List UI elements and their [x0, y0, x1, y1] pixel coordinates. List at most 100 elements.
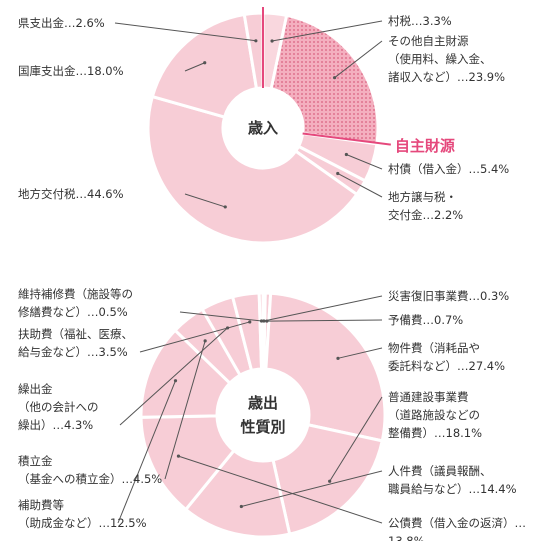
leader-line	[117, 380, 176, 524]
slice-label: 公債費（借入金の返済）…13.8%	[388, 514, 559, 541]
slice-label: 災害復旧事業費…0.3%	[388, 287, 509, 305]
leader-dot	[248, 320, 252, 324]
category-label: 扶助費（福祉、医療、 給与金など）	[18, 327, 133, 359]
leader-line	[266, 319, 383, 322]
pie-slice	[150, 12, 259, 119]
slice-label: 国庫支出金…18.0%	[18, 62, 124, 80]
leader-line	[114, 22, 256, 42]
slice-label: 県支出金…2.6%	[18, 14, 105, 32]
pie-slice	[146, 94, 359, 245]
leader-line	[334, 40, 383, 79]
center-hole	[219, 371, 307, 459]
slice-label: 物件費（消耗品や 委託料など）…27.4%	[388, 339, 505, 375]
leader-dot	[173, 379, 178, 383]
category-label: 物件費（消耗品や 委託料など）	[388, 341, 480, 373]
highlight-label: 自主財源	[394, 136, 455, 155]
pie-slice	[271, 422, 385, 536]
leader-dot	[336, 356, 340, 360]
leader-dot	[254, 39, 258, 43]
pie-slice	[257, 291, 265, 371]
leader-line	[263, 295, 383, 322]
category-label: 公債費（借入金の返済）	[388, 516, 515, 530]
category-label: 村債（借入金）	[388, 162, 469, 176]
slice-label: その他自主財源 （使用料、繰入金、 諸収入など）…23.9%	[388, 32, 505, 86]
slice-label: 維持補修費（施設等の 修繕費など）…0.5%	[18, 285, 133, 321]
value-label: …0.3%	[468, 289, 510, 303]
leader-dot	[265, 319, 269, 323]
leader-dot	[270, 39, 274, 43]
leader-dot	[176, 454, 181, 458]
category-label: 地方譲与税・ 交付金	[388, 190, 457, 222]
leader-dot	[262, 319, 266, 323]
slice-label: 普通建設事業費 （道路施設などの 整備費）…18.1%	[388, 388, 482, 442]
leader-line	[119, 327, 228, 426]
category-label: 積立金 （基金への積立金）	[18, 454, 122, 486]
leader-dot	[259, 319, 264, 323]
value-label: …3.5%	[87, 345, 128, 359]
value-label: …3.3%	[411, 14, 452, 28]
value-label: …12.5%	[98, 516, 147, 530]
category-label: 村税	[388, 14, 411, 28]
leader-line	[139, 321, 250, 353]
leader-line	[337, 173, 383, 198]
category-label: 維持補修費（施設等の 修繕費など）	[18, 287, 133, 319]
value-label: …4.3%	[52, 418, 94, 432]
value-label: …18.1%	[434, 426, 483, 440]
leader-dot	[344, 152, 348, 157]
slice-label: 地方交付税…44.6%	[18, 185, 124, 203]
slice-label: 扶助費（福祉、医療、 給与金など）…3.5%	[18, 325, 133, 361]
leader-line	[271, 20, 383, 42]
leader-line	[329, 396, 383, 482]
center-label: 歳入	[247, 119, 279, 137]
value-label: …23.9%	[457, 70, 506, 84]
value-label: …2.2%	[422, 208, 464, 222]
category-label: 普通建設事業費 （道路施設などの 整備費）	[388, 390, 480, 440]
value-label: …27.4%	[457, 359, 506, 373]
value-label: …14.4%	[468, 482, 517, 496]
category-label: 国庫支出金	[18, 64, 76, 78]
category-label: 人件費（議員報酬、 職員給与など）	[388, 464, 492, 496]
value-label: …18.0%	[75, 64, 124, 78]
highlight-edge	[302, 132, 391, 146]
value-label: …4.5%	[121, 472, 163, 486]
slice-label: 繰出金 （他の会計への 繰出）…4.3%	[18, 380, 99, 434]
leader-line	[164, 340, 206, 480]
leader-dot	[203, 339, 207, 343]
leader-dot	[223, 205, 227, 209]
center-label: 歳出 性質別	[240, 394, 286, 436]
value-label: …2.6%	[64, 16, 105, 30]
pie-slice	[264, 291, 387, 443]
leader-line	[179, 311, 262, 322]
leader-line	[346, 154, 383, 170]
pie-slice	[269, 13, 380, 146]
value-label: …13.8%	[388, 516, 526, 541]
leader-line	[184, 62, 205, 72]
slice-label: 村債（借入金）…5.4%	[388, 160, 509, 178]
leader-dot	[239, 504, 243, 509]
category-label: 繰出金 （他の会計への 繰出）	[18, 382, 99, 432]
leader-dot	[328, 479, 332, 483]
slice-label: 予備費…0.7%	[388, 311, 463, 329]
leader-dot	[332, 76, 337, 80]
slice-label: 補助費等 （助成金など）…12.5%	[18, 496, 147, 532]
value-label: …44.6%	[75, 187, 124, 201]
value-label: …0.7%	[422, 313, 464, 327]
slice-label: 地方譲与税・ 交付金…2.2%	[388, 188, 463, 224]
value-label: …0.5%	[87, 305, 128, 319]
center-hole	[225, 90, 301, 166]
category-label: 災害復旧事業費	[388, 289, 469, 303]
leader-line	[241, 470, 383, 507]
slice-label: 積立金 （基金への積立金）…4.5%	[18, 452, 162, 488]
leader-line	[184, 193, 226, 208]
category-label: 補助費等 （助成金など）	[18, 498, 99, 530]
leader-line	[337, 347, 383, 359]
leader-line	[178, 455, 383, 524]
value-label: …5.4%	[468, 162, 510, 176]
category-label: 県支出金	[18, 16, 64, 30]
leader-dot	[336, 171, 340, 176]
category-label: 予備費	[388, 313, 423, 327]
category-label: 地方交付税	[18, 187, 76, 201]
category-label: その他自主財源 （使用料、繰入金、 諸収入など）	[388, 34, 492, 84]
